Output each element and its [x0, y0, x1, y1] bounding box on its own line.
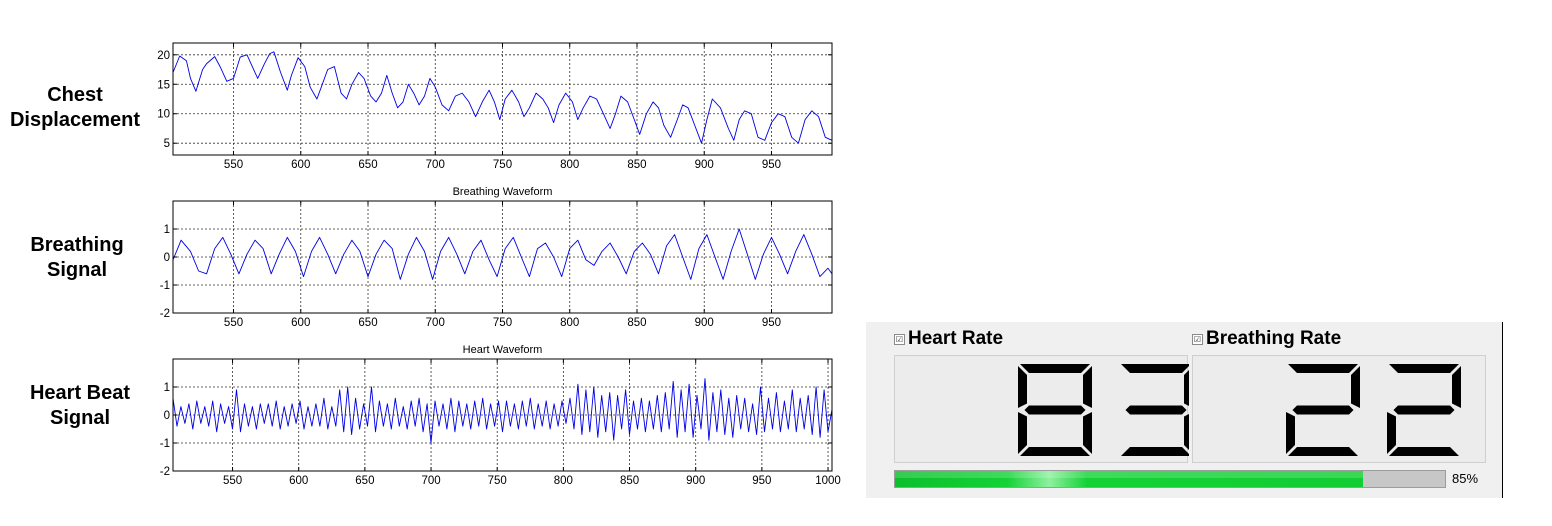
heart-rate-toggle[interactable]: ☑ Heart Rate — [894, 328, 1003, 350]
segment-top — [1389, 364, 1459, 373]
breathing-rate-digit-2 — [1387, 364, 1461, 456]
heart-rate-display — [894, 355, 1189, 463]
heart-label-line-1: Heart Beat — [29, 382, 131, 404]
x-tick-label: 950 — [762, 317, 781, 329]
y-tick-label: 15 — [157, 79, 170, 91]
x-tick-label: 550 — [224, 159, 243, 171]
y-tick-label: 0 — [164, 252, 170, 264]
plot-3: 550 600 650 700 750 800 850 900 950 1000 -2 -1 0 1 Hea… — [160, 344, 841, 487]
x-tick-label: 900 — [695, 159, 714, 171]
breathing-rate-display — [1192, 355, 1486, 463]
plot-title: Heart Waveform — [463, 344, 543, 356]
breathing-rate-segment-digits — [1286, 364, 1461, 456]
segment-lower-left — [1018, 412, 1027, 454]
chest-displacement-label: Chest Displacement — [4, 83, 146, 133]
chest-label-line-2: Displacement — [9, 109, 141, 131]
segment-bottom — [1121, 447, 1189, 456]
x-tick-label: 1000 — [815, 475, 841, 487]
x-tick-label: 600 — [289, 475, 308, 487]
heart-rate-digit-1 — [1018, 364, 1092, 456]
x-tick-label: 650 — [358, 317, 377, 329]
signal-line — [172, 228, 833, 280]
x-tick-label: 600 — [291, 159, 310, 171]
x-tick-label: 800 — [554, 475, 573, 487]
x-tick-label: 900 — [686, 475, 705, 487]
segment-upper-right — [1184, 370, 1189, 406]
vitals-panel: ☑ Heart Rate ☑ Breathing Rate 85% — [866, 322, 1503, 498]
x-tick-label: 650 — [355, 475, 374, 487]
y-tick-label: 10 — [157, 109, 170, 121]
x-tick-label: 600 — [291, 317, 310, 329]
breathing-rate-digit-1 — [1286, 364, 1360, 456]
x-tick-label: 750 — [488, 475, 507, 487]
segment-middle — [1292, 405, 1354, 415]
x-tick-label: 950 — [752, 475, 771, 487]
segment-lower-right — [1184, 414, 1189, 450]
plot-title: Breathing Waveform — [453, 186, 553, 198]
segment-top — [1020, 364, 1090, 373]
heart-rate-digit-2 — [1121, 364, 1189, 456]
segment-lower-right — [1083, 412, 1092, 454]
segment-middle — [1024, 405, 1086, 415]
x-tick-label: 550 — [223, 475, 242, 487]
x-tick-label: 800 — [560, 159, 579, 171]
plot-2: 550 600 650 700 750 800 850 900 950 -2 -1 0 1 Breathi… — [160, 186, 833, 329]
heart-rate-segment-digits — [1018, 364, 1189, 456]
heart-rate-label: Heart Rate — [908, 328, 1004, 349]
y-tick-label: 1 — [164, 224, 170, 236]
x-tick-label: 950 — [762, 159, 781, 171]
segment-upper-left — [1018, 366, 1027, 408]
segment-top — [1288, 364, 1358, 373]
x-tick-label: 750 — [493, 159, 512, 171]
segment-lower-left — [1387, 412, 1396, 454]
y-tick-label: -1 — [160, 280, 170, 292]
y-tick-label: 5 — [164, 138, 170, 150]
segment-lower-left — [1286, 412, 1295, 454]
x-tick-label: 750 — [493, 317, 512, 329]
breathing-label-line-1: Breathing — [30, 234, 124, 256]
y-tick-label: 1 — [164, 382, 170, 394]
segment-top — [1121, 364, 1189, 373]
x-tick-label: 550 — [224, 317, 243, 329]
segment-middle — [1393, 405, 1455, 415]
x-tick-label: 850 — [620, 475, 639, 487]
chest-label-line-1: Chest — [47, 84, 103, 106]
breathing-label-line-2: Signal — [46, 259, 107, 281]
x-tick-label: 650 — [358, 159, 377, 171]
heart-beat-signal-label: Heart Beat Signal — [10, 381, 150, 431]
breathing-signal-label: Breathing Signal — [10, 233, 144, 283]
segment-middle — [1125, 405, 1187, 415]
x-tick-label: 700 — [426, 317, 445, 329]
segment-upper-right — [1452, 366, 1461, 408]
x-tick-label: 850 — [627, 159, 646, 171]
segment-upper-right — [1083, 366, 1092, 408]
x-tick-label: 850 — [627, 317, 646, 329]
segment-bottom — [1020, 447, 1090, 456]
y-tick-label: 0 — [164, 410, 170, 422]
progress-bar — [894, 470, 1446, 488]
segment-upper-right — [1351, 366, 1360, 408]
segment-bottom — [1389, 447, 1459, 456]
x-tick-label: 700 — [426, 159, 445, 171]
breathing-rate-label: Breathing Rate — [1206, 328, 1342, 349]
progress-percent: 85% — [1452, 471, 1479, 486]
signal-line — [172, 378, 833, 444]
x-tick-label: 900 — [695, 317, 714, 329]
breathing-rate-checkbox[interactable]: ☑ — [1192, 333, 1203, 345]
plot-1: 550 600 650 700 750 800 850 900 950 5 10 15 20 — [157, 42, 833, 171]
y-tick-label: 20 — [157, 50, 170, 62]
x-tick-label: 800 — [560, 317, 579, 329]
signal-line — [172, 51, 833, 144]
y-tick-label: -2 — [160, 308, 170, 320]
heart-rate-checkbox[interactable]: ☑ — [894, 333, 905, 345]
y-tick-label: -2 — [160, 466, 170, 478]
heart-label-line-2: Signal — [49, 407, 110, 429]
segment-bottom — [1288, 447, 1358, 456]
breathing-rate-toggle[interactable]: ☑ Breathing Rate — [1192, 328, 1341, 350]
y-tick-label: -1 — [160, 438, 170, 450]
x-tick-label: 700 — [421, 475, 440, 487]
progress-bar-fill — [895, 471, 1363, 487]
